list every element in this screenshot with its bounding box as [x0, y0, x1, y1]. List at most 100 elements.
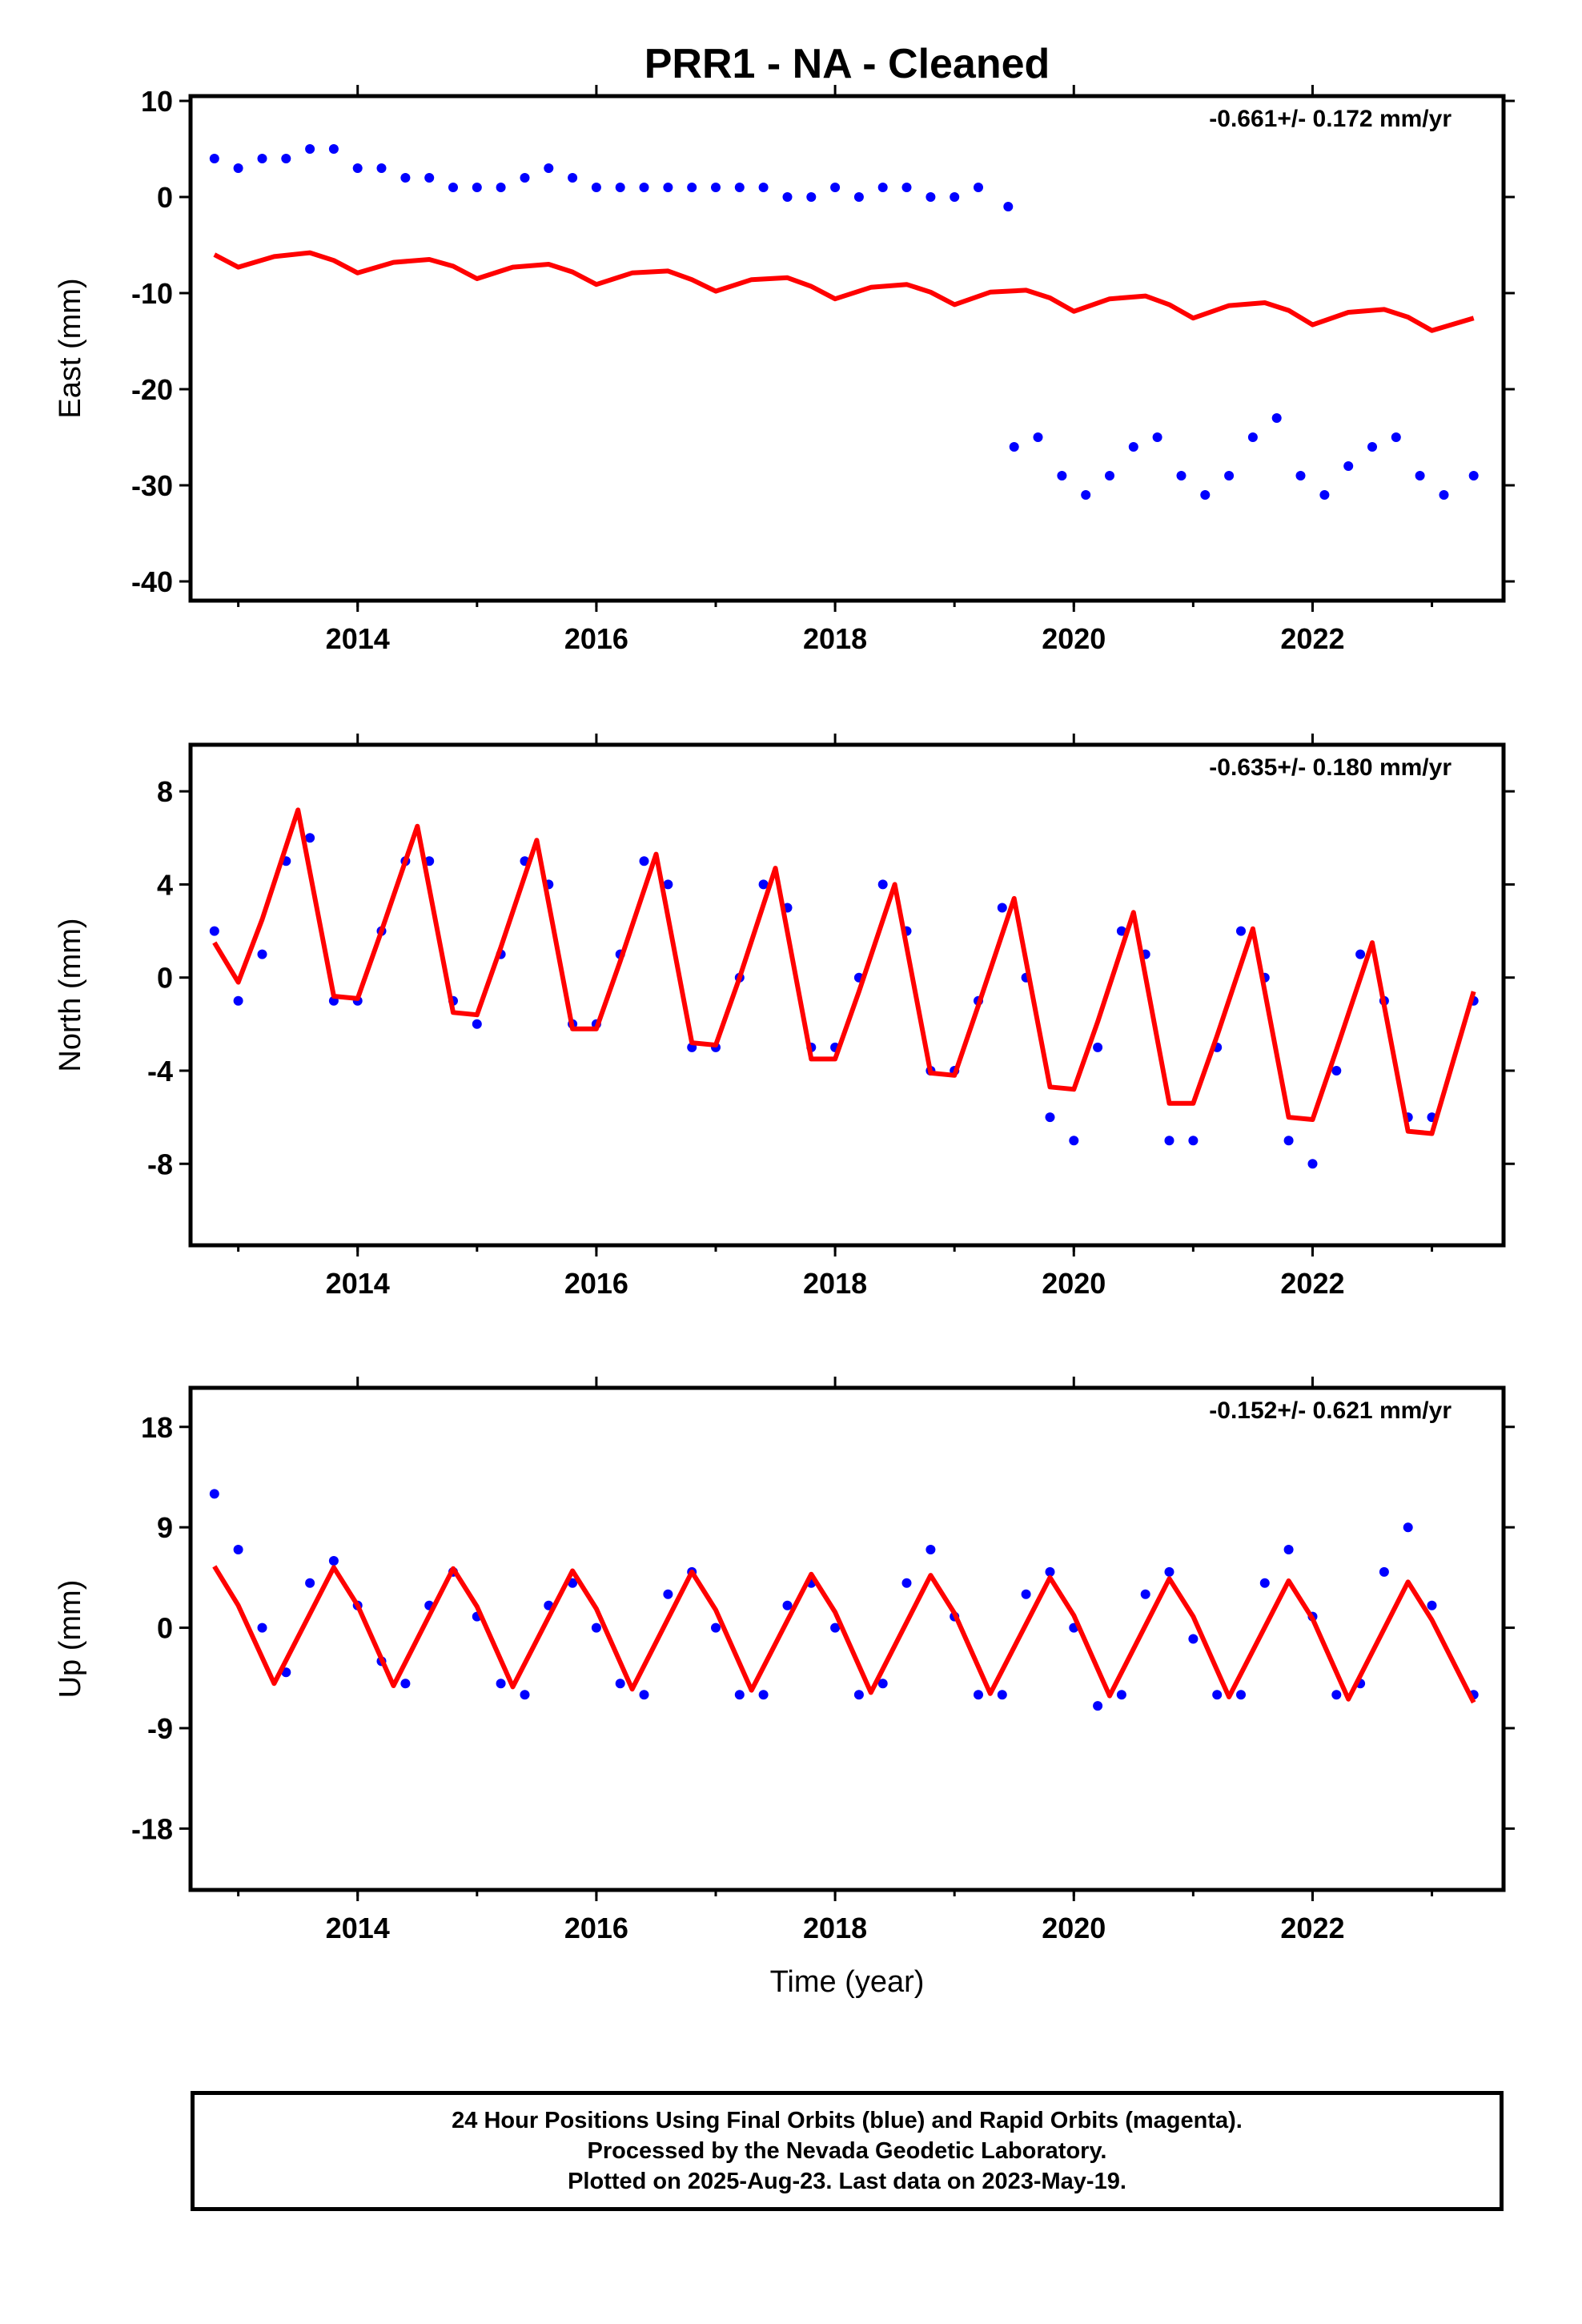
east-data-point: [568, 173, 578, 183]
east-data-point: [711, 183, 721, 192]
east-data-point: [281, 154, 291, 163]
north-data-point: [233, 995, 243, 1006]
north-data-point: [663, 879, 673, 890]
east-data-point: [352, 163, 363, 173]
east-data-point: [1319, 490, 1330, 500]
east-data-point: [209, 154, 219, 163]
east-data-point: [1033, 432, 1043, 442]
up-y-tick-label: -9: [147, 1712, 173, 1745]
up-data-point: [591, 1622, 601, 1633]
east-x-tick-label: 2022: [1280, 622, 1344, 655]
x-axis-label: Time (year): [770, 1965, 925, 1999]
east-data-point: [1128, 442, 1138, 452]
east-data-point: [639, 183, 649, 192]
east-data-point: [1391, 432, 1401, 442]
north-x-tick-label: 2014: [326, 1267, 390, 1300]
up-data-point: [257, 1622, 267, 1633]
north-y-tick-label: -8: [147, 1148, 173, 1180]
north-y-axis-label: North (mm): [54, 918, 87, 1072]
up-data-point: [233, 1545, 243, 1554]
north-data-point: [1355, 949, 1366, 959]
east-data-point: [782, 192, 793, 202]
east-data-point: [400, 173, 411, 183]
east-data-point: [1271, 413, 1282, 423]
north-data-point: [472, 1019, 482, 1029]
east-data-point: [1468, 471, 1479, 480]
north-y-tick-label: 8: [157, 775, 173, 808]
up-y-tick-label: 9: [157, 1511, 173, 1544]
up-data-point: [663, 1589, 673, 1599]
up-data-point: [615, 1679, 625, 1689]
north-data-point: [209, 926, 219, 936]
east-data-point: [1176, 471, 1186, 480]
up-data-point: [758, 1690, 769, 1700]
north-rate-label: -0.635+/- 0.180 mm/yr: [1209, 754, 1452, 781]
up-data-point: [1212, 1690, 1223, 1700]
up-x-tick-label: 2020: [1042, 1912, 1106, 1944]
east-y-tick-label: 10: [141, 85, 173, 118]
footer-caption-box: 24 Hour Positions Using Final Orbits (bl…: [191, 2091, 1504, 2211]
up-data-point: [711, 1622, 721, 1633]
up-data-point: [877, 1679, 888, 1689]
east-data-point: [830, 183, 841, 192]
north-y-tick-label: 4: [157, 868, 173, 901]
up-x-tick-label: 2016: [564, 1912, 628, 1944]
north-data-point: [1164, 1136, 1174, 1146]
up-data-point: [400, 1679, 411, 1689]
up-data-point: [997, 1690, 1007, 1700]
east-data-point: [877, 183, 888, 192]
footer-line-2: Processed by the Nevada Geodetic Laborat…: [587, 2138, 1107, 2164]
east-data-point: [1295, 471, 1306, 480]
east-data-point: [758, 183, 769, 192]
east-data-point: [1200, 490, 1211, 500]
east-data-point: [448, 183, 458, 192]
up-x-tick-label: 2018: [803, 1912, 867, 1944]
north-data-point: [1045, 1112, 1055, 1123]
north-model-curve: [212, 807, 1476, 1136]
north-x-tick-label: 2016: [564, 1267, 628, 1300]
east-data-point: [1367, 442, 1377, 452]
chart-panel-north: 2014 2016 2018 2020 2022 8 4 0 -4 -8 North (mm) -0.…: [54, 734, 1515, 1300]
north-data-point: [997, 903, 1007, 913]
north-data-point: [877, 879, 888, 890]
up-data-point: [1045, 1566, 1055, 1577]
east-x-tick-label: 2020: [1042, 622, 1106, 655]
up-data-point: [1188, 1634, 1199, 1644]
east-data-point: [950, 192, 960, 202]
east-data-point: [1003, 202, 1014, 211]
north-data-point: [758, 879, 769, 890]
east-data-point: [687, 183, 697, 192]
east-data-point: [615, 183, 625, 192]
east-data-point: [591, 183, 601, 192]
up-data-point: [1331, 1690, 1342, 1700]
up-data-point: [853, 1690, 864, 1700]
east-data-point: [1439, 490, 1449, 500]
north-data-point: [1236, 926, 1246, 936]
east-data-point: [1152, 432, 1162, 442]
up-y-tick-label: -18: [131, 1812, 173, 1845]
up-data-point: [901, 1578, 912, 1588]
up-data-point: [1403, 1522, 1413, 1533]
north-x-tick-label: 2020: [1042, 1267, 1106, 1300]
up-rate-label: -0.152+/- 0.621 mm/yr: [1209, 1397, 1452, 1424]
east-plot-frame: [188, 94, 1506, 603]
north-plot-frame: [188, 742, 1506, 1248]
east-data-point: [1224, 471, 1235, 480]
up-data-point: [305, 1578, 315, 1588]
east-data-point: [424, 173, 435, 183]
north-data-point: [1188, 1136, 1199, 1146]
up-x-tick-label: 2022: [1280, 1912, 1344, 1944]
east-data-point: [1105, 471, 1114, 480]
up-data-point: [520, 1690, 530, 1700]
up-data-point: [782, 1600, 793, 1610]
up-y-axis-label: Up (mm): [54, 1580, 87, 1699]
up-data-point: [1283, 1545, 1294, 1554]
north-data-point: [1069, 1136, 1079, 1146]
north-data-point: [1093, 1042, 1103, 1052]
up-data-point: [1140, 1589, 1150, 1599]
east-data-point: [1057, 471, 1067, 480]
north-y-tick-label: -4: [147, 1055, 173, 1088]
up-model-curve: [212, 1565, 1476, 1704]
up-data-point: [1236, 1690, 1246, 1700]
north-data-point: [257, 949, 267, 959]
